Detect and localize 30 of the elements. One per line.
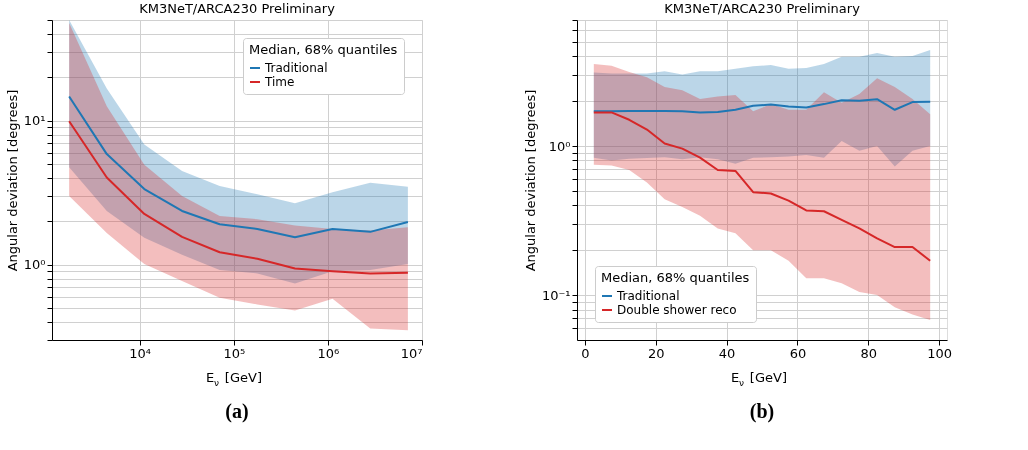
text: (a) — [225, 400, 249, 423]
chart-title: KM3NeT/ARCA230 Preliminary — [139, 0, 336, 16]
legend-title: Median, 68% quantiles — [249, 42, 398, 57]
legend-label: Traditional — [264, 61, 328, 75]
chart-title: KM3NeT/ARCA230 Preliminary — [664, 0, 861, 16]
x-tick-label: 10⁷ — [400, 345, 423, 361]
line-series — [592, 111, 932, 262]
legend-label: Time — [264, 75, 295, 89]
x-tick-label: 0 — [581, 345, 590, 361]
x-tick-label: 10⁴ — [129, 345, 152, 361]
line-series — [68, 120, 409, 275]
x-tick-label: 10⁵ — [223, 345, 246, 361]
x-tick-label: 60 — [789, 345, 807, 361]
y-axis-title: Angular deviation [degrees] — [522, 89, 538, 272]
y-tick-label: 10⁰ — [548, 138, 571, 154]
y-axis-title: Angular deviation [degrees] — [4, 89, 20, 272]
y-tick-label: 10⁻¹ — [541, 287, 571, 303]
legend-title: Median, 68% quantiles — [601, 270, 750, 285]
y-tick-label: 10¹ — [23, 113, 46, 129]
line-series — [68, 95, 409, 239]
x-tick-label: 100 — [927, 345, 952, 361]
legend-label: Traditional — [616, 289, 680, 303]
legend-label: Double shower reco — [617, 303, 737, 317]
text: (b) — [749, 400, 775, 423]
y-tick-label: 10⁰ — [23, 257, 46, 273]
x-tick-label: 80 — [860, 345, 877, 361]
x-tick-label: 10⁶ — [317, 345, 340, 361]
x-tick-label: 40 — [718, 345, 736, 361]
line-series — [592, 98, 932, 114]
x-tick-label: 20 — [648, 345, 665, 361]
